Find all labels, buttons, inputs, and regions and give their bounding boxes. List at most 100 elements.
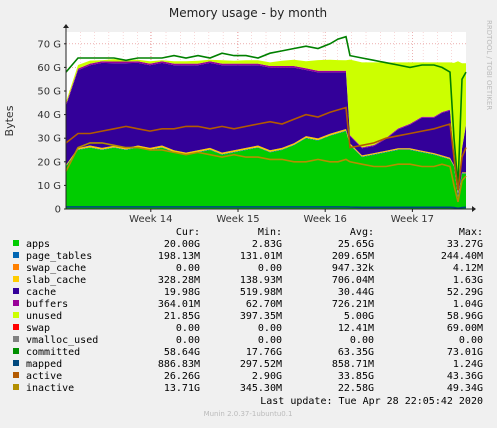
y-axis-arrow — [63, 24, 69, 28]
legend-swatch-swap — [13, 324, 19, 330]
legend-name: active — [26, 371, 62, 382]
legend-max: 49.34G — [447, 383, 483, 394]
legend-avg: 30.44G — [338, 287, 374, 298]
legend-min: 17.76G — [246, 347, 282, 358]
legend-swatch-cache — [13, 288, 19, 294]
y-tick-label: 60 G — [37, 63, 61, 74]
y-tick-label: 10 G — [37, 181, 61, 192]
y-tick-label: 20 G — [37, 157, 61, 168]
legend-min: 138.93M — [240, 275, 282, 286]
legend-min: 2.83G — [252, 239, 282, 250]
legend-swatch-slab-cache — [13, 276, 19, 282]
legend-max: 73.01G — [447, 347, 483, 358]
line-active — [65, 106, 467, 191]
legend-avg: 5.00G — [344, 311, 374, 322]
legend-avg: 706.04M — [332, 275, 374, 286]
legend-swatch-unused — [13, 312, 19, 318]
legend-name: cache — [26, 287, 56, 298]
line-series — [65, 35, 467, 210]
legend-min: 62.70M — [246, 299, 282, 310]
legend-swatch-apps — [13, 240, 19, 246]
legend-avg: 12.41M — [338, 323, 374, 334]
legend-avg: 22.58G — [338, 383, 374, 394]
area-cache — [66, 62, 466, 197]
legend-name: slab_cache — [26, 275, 86, 286]
rrdtool-credit: RRDTOOL / TOBI OETIKER — [485, 20, 493, 110]
legend-swatch-mapped — [13, 360, 19, 366]
legend-min: 345.30M — [240, 383, 282, 394]
legend-cur: 58.64G — [164, 347, 200, 358]
legend-name: swap — [26, 323, 50, 334]
legend-max: 1.63G — [453, 275, 483, 286]
legend-min: 2.90G — [252, 371, 282, 382]
munin-footer: Munin 2.0.37-1ubuntu0.1 — [204, 410, 293, 418]
legend-max: 1.04G — [453, 299, 483, 310]
legend-header-avg: Avg: — [350, 227, 374, 238]
x-tick-label: Week 16 — [304, 214, 347, 225]
legend-name: buffers — [26, 299, 68, 310]
x-tick-label: Week 17 — [391, 214, 434, 225]
legend-min: 0.00 — [258, 263, 282, 274]
legend-max: 244.40M — [441, 251, 483, 262]
legend-min: 519.98M — [240, 287, 282, 298]
legend-swatch-inactive — [13, 384, 19, 390]
legend-avg: 209.65M — [332, 251, 374, 262]
legend-avg: 63.35G — [338, 347, 374, 358]
legend-name: inactive — [26, 383, 74, 394]
axes — [63, 24, 476, 212]
legend-cur: 328.28M — [158, 275, 200, 286]
legend-swatch-swap-cache — [13, 264, 19, 270]
legend-cur: 0.00 — [176, 323, 200, 334]
legend-cur: 21.85G — [164, 311, 200, 322]
legend-name: committed — [26, 347, 80, 358]
line-mapped — [66, 206, 467, 210]
y-tick-label: 0 — [55, 205, 61, 216]
legend-max: 69.00M — [447, 323, 483, 334]
y-axis-label: Bytes — [3, 105, 16, 136]
legend-avg: 25.65G — [338, 239, 374, 250]
legend-name: apps — [26, 239, 50, 250]
legend-max: 58.96G — [447, 311, 483, 322]
last-update: Last update: Tue Apr 28 22:05:42 2020 — [260, 396, 483, 407]
legend-swatch-active — [13, 372, 19, 378]
legend-cur: 886.83M — [158, 359, 200, 370]
legend-max: 43.36G — [447, 371, 483, 382]
legend-cur: 364.01M — [158, 299, 200, 310]
legend-header-min: Min: — [258, 227, 282, 238]
legend-name: vmalloc_used — [26, 335, 98, 346]
legend-swatch-vmalloc-used — [13, 336, 19, 342]
area-unused — [66, 59, 466, 194]
line-inactive — [65, 142, 467, 203]
legend-cur: 26.26G — [164, 371, 200, 382]
legend-avg: 726.21M — [332, 299, 374, 310]
y-tick-label: 30 G — [37, 134, 61, 145]
x-axis-arrow — [472, 206, 476, 212]
legend-cur: 0.00 — [176, 335, 200, 346]
legend: Cur: Min: Avg: Max: apps 20.00G 2.83G 25.65… — [13, 227, 483, 394]
legend-avg: 0.00 — [350, 335, 374, 346]
y-tick-label: 50 G — [37, 87, 61, 98]
legend-max: 1.24G — [453, 359, 483, 370]
legend-cur: 19.98G — [164, 287, 200, 298]
x-ticks: Week 14 Week 15 Week 16 Week 17 — [129, 209, 434, 225]
legend-cur: 13.71G — [164, 383, 200, 394]
legend-name: swap_cache — [26, 263, 86, 274]
legend-min: 297.52M — [240, 359, 282, 370]
line-committed — [65, 35, 467, 186]
legend-avg: 33.85G — [338, 371, 374, 382]
legend-max: 33.27G — [447, 239, 483, 250]
y-tick-label: 40 G — [37, 110, 61, 121]
legend-swatch-page-tables — [13, 252, 19, 258]
y-ticks: 0 10 G 20 G 30 G 40 G 50 G 60 G 70 G — [37, 39, 66, 216]
legend-min: 131.01M — [240, 251, 282, 262]
x-tick-label: Week 15 — [216, 214, 259, 225]
legend-max: 0.00 — [459, 335, 483, 346]
x-tick-label: Week 14 — [129, 214, 172, 225]
legend-max: 4.12M — [453, 263, 483, 274]
chart-title: Memory usage - by month — [169, 6, 327, 20]
legend-min: 0.00 — [258, 323, 282, 334]
legend-cur: 20.00G — [164, 239, 200, 250]
legend-swatch-committed — [13, 348, 19, 354]
